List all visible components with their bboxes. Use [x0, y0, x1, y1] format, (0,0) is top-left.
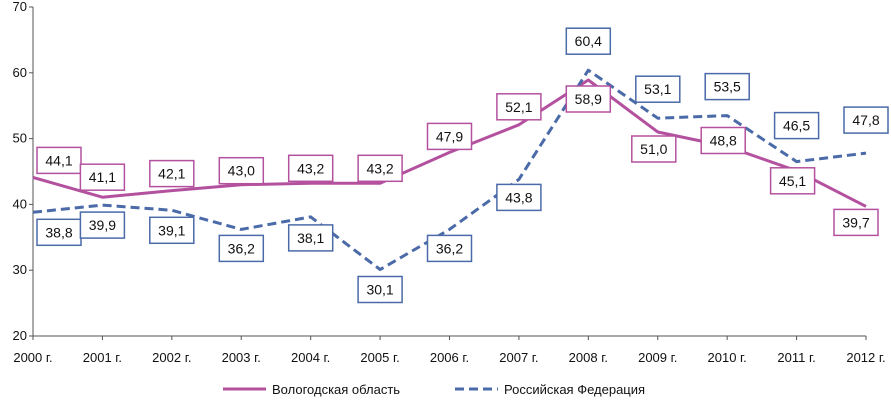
data-label-box-russia	[79, 211, 126, 239]
data-label-box-russia	[218, 234, 265, 263]
x-tick-label: 2009 г.	[638, 350, 677, 365]
data-label-vologda: 44,1	[45, 152, 72, 168]
data-label-russia: 38,8	[45, 224, 72, 240]
data-label-box-russia	[426, 234, 473, 263]
x-tick-label: 2005 г.	[360, 350, 399, 365]
data-label-box-russia	[773, 111, 820, 140]
data-label-russia: 30,1	[366, 282, 393, 298]
data-label-box-vologda	[287, 154, 334, 183]
y-tick-label: 60	[13, 65, 27, 80]
y-tick-label: 70	[13, 0, 27, 14]
data-label-box-vologda	[357, 154, 403, 183]
data-label-russia: 39,1	[158, 222, 185, 238]
y-tick-label: 30	[13, 262, 27, 277]
legend-label-vologda: Вологодская область	[272, 382, 400, 397]
y-tick-label: 50	[13, 131, 27, 146]
data-label-russia: 47,8	[852, 112, 879, 128]
data-label-box-russia	[635, 75, 681, 103]
data-label-vologda: 43,2	[366, 160, 393, 176]
data-label-box-russia	[704, 72, 750, 101]
data-label-box-vologda	[769, 167, 816, 195]
data-label-vologda: 39,7	[842, 214, 869, 230]
data-label-vologda: 42,1	[158, 166, 185, 182]
data-label-box-russia	[843, 106, 889, 134]
x-tick-label: 2008 г.	[569, 350, 608, 365]
data-label-russia: 39,9	[89, 217, 116, 233]
data-label-box-russia	[496, 183, 542, 212]
x-tick-label: 2010 г.	[708, 350, 747, 365]
data-label-vologda: 58,9	[575, 91, 602, 107]
data-label-box-vologda	[426, 122, 473, 151]
data-label-box-vologda	[833, 208, 879, 237]
x-tick-label: 2002 г.	[152, 350, 191, 365]
y-tick-label: 20	[13, 328, 27, 343]
data-label-russia: 60,4	[575, 33, 602, 49]
data-label-box-vologda	[79, 163, 126, 191]
x-tick-label: 2012 г.	[846, 350, 885, 365]
x-tick-label: 2001 г.	[83, 350, 122, 365]
data-label-box-vologda	[700, 126, 746, 155]
data-label-vologda: 48,8	[710, 133, 737, 149]
x-tick-label: 2007 г.	[499, 350, 538, 365]
data-label-box-russia	[357, 275, 403, 304]
axes: 20 30 40 50 60 70 2000 г. 2001 г. 2002 г. 2003 г.…	[13, 0, 886, 365]
data-label-box-vologda	[149, 159, 195, 188]
data-label-vologda: 43,2	[297, 160, 324, 176]
data-label-vologda: 47,9	[436, 128, 463, 144]
data-label-russia: 53,1	[644, 81, 671, 97]
data-label-box-vologda	[631, 135, 677, 163]
data-label-vologda: 43,0	[228, 163, 255, 179]
legend: Вологодская область Российская Федерация	[223, 382, 645, 397]
legend-label-russia: Российская Федерация	[504, 382, 645, 397]
data-label-box-vologda	[565, 85, 612, 113]
x-tick-label: 2004 г.	[291, 350, 330, 365]
data-label-box-russia	[565, 27, 612, 55]
data-label-vologda: 45,1	[779, 173, 806, 189]
data-label-vologda: 52,1	[505, 99, 532, 115]
data-label-box-russia	[36, 218, 82, 247]
data-label-box-vologda	[218, 156, 265, 185]
data-label-vologda: 51,0	[640, 141, 667, 157]
data-label-box-russia	[149, 216, 195, 245]
data-label-russia: 46,5	[783, 118, 810, 134]
data-label-russia: 36,2	[228, 240, 255, 256]
data-label-russia: 43,8	[505, 189, 532, 205]
data-labels: 44,1 41,1 42,1 43,0 43,2 43,2 47,9 52,1 58,9 51,0…	[36, 27, 889, 304]
data-label-russia: 38,1	[297, 230, 324, 246]
data-label-vologda: 41,1	[89, 169, 116, 185]
x-tick-label: 2011 г.	[777, 350, 815, 365]
data-label-box-vologda	[496, 93, 542, 121]
data-label-box-vologda	[36, 146, 82, 175]
series-line-russia	[32, 68, 867, 271]
data-label-russia: 36,2	[436, 240, 463, 256]
x-tick-label: 2000 г.	[13, 350, 52, 365]
data-label-box-russia	[287, 224, 334, 252]
data-label-russia: 53,5	[714, 79, 741, 95]
y-tick-label: 40	[13, 196, 27, 211]
x-tick-label: 2006 г.	[430, 350, 469, 365]
x-tick-label: 2003 г.	[222, 350, 261, 365]
